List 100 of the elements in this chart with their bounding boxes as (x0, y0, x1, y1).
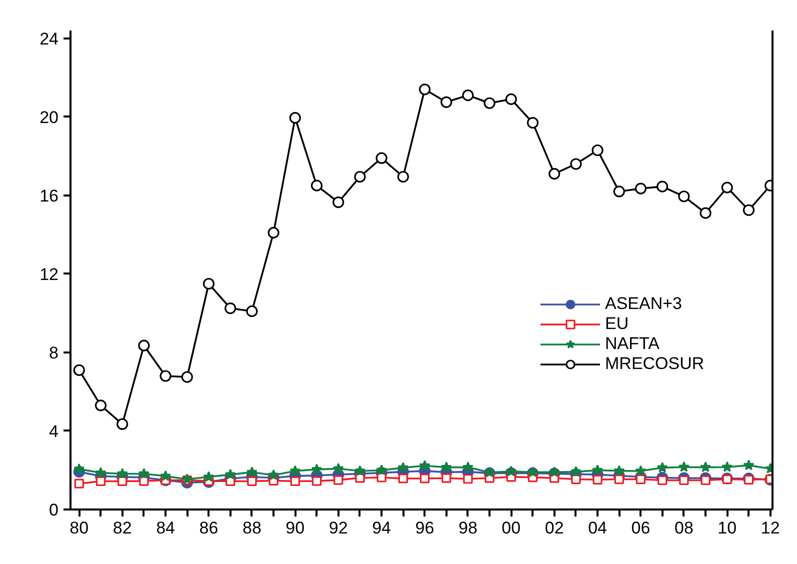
x-tick-label: 94 (372, 518, 392, 538)
x-tick-label: 92 (328, 518, 348, 538)
point (592, 464, 604, 476)
point (246, 466, 258, 478)
point (742, 204, 755, 216)
point (721, 182, 733, 194)
x-tick-label: 02 (544, 518, 564, 538)
point (442, 473, 452, 483)
x-tick-label: 00 (502, 518, 521, 538)
point (419, 460, 430, 471)
point (700, 475, 710, 486)
point (658, 475, 668, 486)
point (484, 97, 496, 109)
point (224, 302, 236, 314)
point (548, 168, 560, 180)
point (160, 470, 172, 481)
point (570, 158, 582, 170)
x-tick-label: 98 (458, 518, 478, 538)
point (505, 93, 517, 105)
point (397, 170, 409, 183)
legend-label: EU (605, 314, 629, 334)
point (376, 152, 388, 164)
point (398, 474, 408, 484)
y-tick-label: 0 (49, 500, 59, 520)
x-tick-label: 04 (588, 518, 608, 538)
x-tick-label: 10 (718, 518, 737, 538)
point (722, 461, 733, 472)
x-tick-label: 80 (70, 518, 89, 538)
point (700, 207, 712, 219)
point (679, 475, 689, 486)
point (354, 170, 366, 183)
x-tick-label: 96 (415, 518, 434, 538)
point (463, 474, 473, 484)
point (74, 463, 85, 474)
point (398, 462, 409, 473)
point (181, 371, 193, 383)
point (592, 144, 604, 156)
x-tick-label: 08 (674, 518, 694, 538)
y-tick-label: 20 (40, 108, 59, 127)
point (332, 462, 344, 474)
point (311, 464, 322, 474)
y-tick-label: 24 (40, 29, 59, 48)
point (73, 364, 85, 376)
point (418, 84, 431, 96)
x-tick-label: 86 (199, 518, 218, 538)
point (289, 112, 301, 124)
point (224, 468, 236, 480)
legend-label: MRECOSUR (605, 354, 704, 374)
x-tick-label: 88 (242, 518, 262, 538)
point (634, 182, 647, 194)
point (290, 465, 301, 476)
point (139, 476, 149, 486)
point (570, 466, 582, 477)
point (613, 186, 625, 198)
point (138, 340, 150, 352)
y-tick-label: 16 (40, 186, 59, 206)
point (310, 180, 323, 192)
point (526, 116, 539, 129)
point (506, 466, 517, 476)
point (678, 190, 690, 202)
point (268, 469, 280, 480)
x-tick-label: 84 (156, 518, 176, 538)
x-tick-label: 82 (112, 518, 132, 538)
point (116, 418, 128, 430)
point (94, 400, 107, 412)
point (334, 475, 344, 485)
point (440, 461, 452, 472)
y-tick-label: 12 (40, 264, 59, 284)
point (462, 461, 474, 472)
point (354, 465, 366, 476)
x-tick-label: 06 (631, 518, 650, 538)
point (202, 278, 215, 290)
point (678, 461, 690, 472)
point (635, 465, 646, 476)
point (614, 474, 624, 484)
point (290, 476, 300, 486)
point (656, 462, 668, 473)
x-tick-label: 90 (286, 518, 305, 538)
point (246, 305, 258, 318)
point (571, 474, 581, 484)
point (420, 474, 430, 484)
point (614, 465, 625, 476)
legend-label: NAFTA (605, 334, 660, 354)
point (332, 196, 344, 208)
point (440, 96, 452, 108)
y-tick-label: 8 (49, 343, 59, 362)
x-tick-label: 12 (760, 518, 780, 538)
point (376, 464, 388, 476)
point (376, 472, 386, 482)
point (160, 370, 172, 382)
legend-label: ASEAN+3 (605, 294, 682, 314)
point (138, 468, 150, 479)
point (96, 476, 106, 486)
point (656, 180, 668, 192)
point (592, 474, 602, 484)
point (95, 466, 106, 478)
point (462, 89, 474, 102)
point (700, 461, 712, 472)
point (312, 476, 322, 486)
point (743, 460, 754, 470)
